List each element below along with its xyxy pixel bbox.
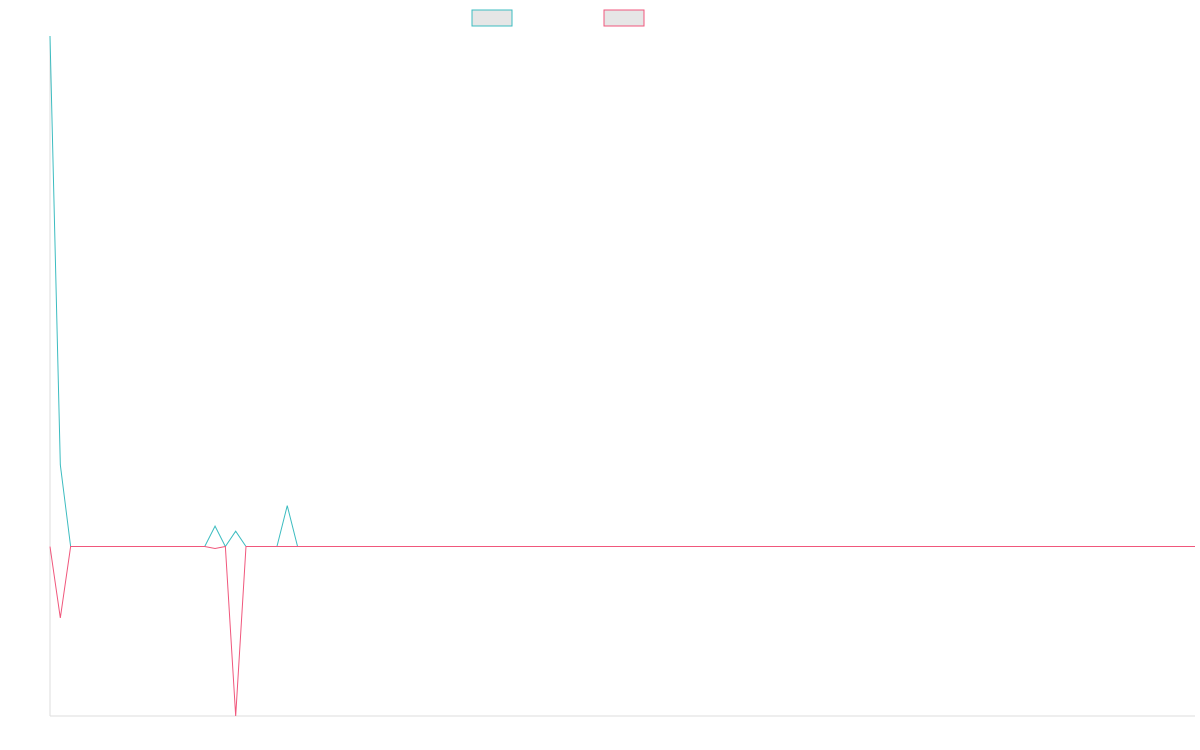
legend: [471, 9, 645, 27]
legend-swatch-series-1[interactable]: [471, 9, 513, 27]
axes: [49, 36, 1195, 717]
series-1: [49, 35, 1195, 548]
legend-swatch-series-2[interactable]: [603, 9, 645, 27]
series-1-line: [49, 35, 1195, 548]
series-2: [49, 545, 1195, 717]
series-2-line: [49, 545, 1195, 717]
plot-area: [49, 35, 1195, 717]
